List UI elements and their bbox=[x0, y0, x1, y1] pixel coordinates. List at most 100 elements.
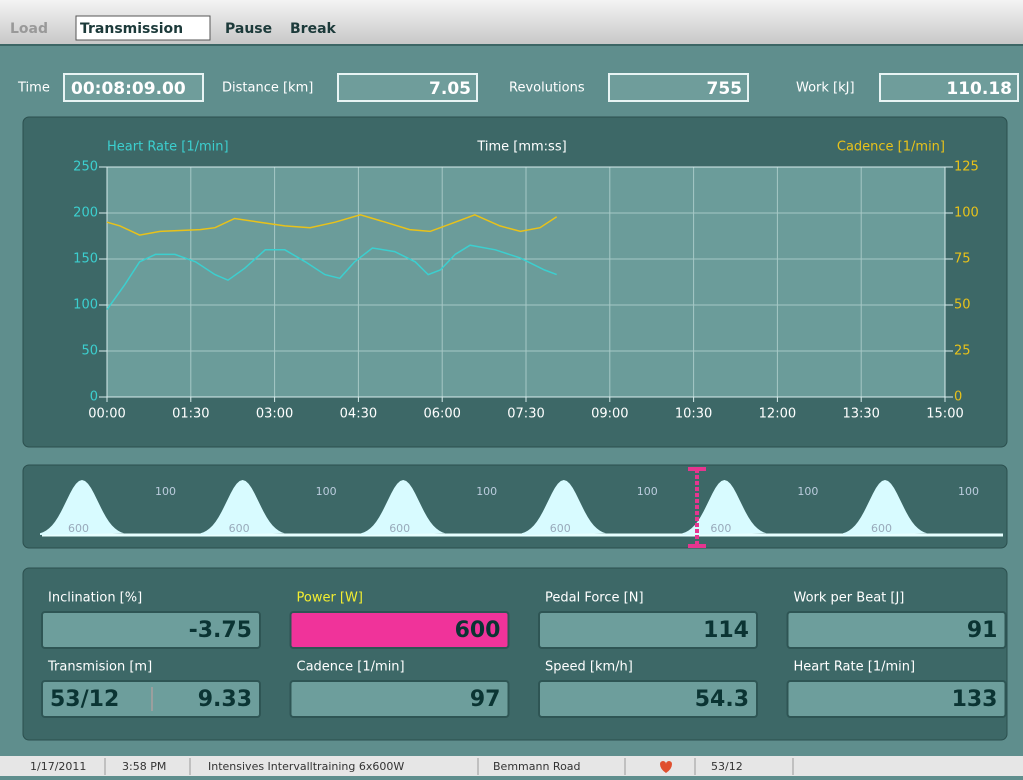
interval-power: 600 bbox=[229, 522, 250, 535]
gauge-box bbox=[538, 611, 758, 649]
gauge-box bbox=[786, 611, 1007, 649]
interval-power: 600 bbox=[871, 522, 892, 535]
field-box bbox=[337, 73, 478, 102]
y2-tick-label: 50 bbox=[954, 298, 971, 313]
y-tick-label: 200 bbox=[73, 206, 98, 221]
field-value: 755 bbox=[707, 79, 743, 99]
field-value: 7.05 bbox=[429, 79, 471, 99]
x-tick-label: 10:30 bbox=[675, 407, 712, 422]
interval-power: 600 bbox=[710, 522, 731, 535]
y2-tick-label: 25 bbox=[954, 344, 971, 359]
x-tick-label: 13:30 bbox=[842, 407, 879, 422]
x-tick-label: 03:00 bbox=[256, 407, 293, 422]
x-tick-label: 04:30 bbox=[340, 407, 377, 422]
x-tick-label: 01:30 bbox=[172, 407, 209, 422]
status-text: Bemmann Road bbox=[493, 760, 581, 773]
field-box bbox=[608, 73, 749, 102]
gauge-box bbox=[538, 680, 758, 718]
interval-power: 600 bbox=[68, 522, 89, 535]
x-tick-label: 09:00 bbox=[591, 407, 628, 422]
y-tick-label: 0 bbox=[90, 390, 98, 405]
field-value: 00:08:09.00 bbox=[71, 79, 186, 99]
gauge-box bbox=[289, 611, 510, 649]
gauge-box bbox=[41, 680, 261, 718]
y2-tick-label: 0 bbox=[954, 390, 962, 405]
gauge-value: 91 bbox=[967, 618, 998, 643]
gauge-label: Cadence [1/min] bbox=[297, 660, 405, 675]
y-tick-label: 50 bbox=[81, 344, 98, 359]
tab-selected bbox=[75, 15, 211, 41]
interval-rest: 100 bbox=[155, 485, 176, 498]
gauge-label: Heart Rate [1/min] bbox=[794, 660, 916, 675]
gauge-box bbox=[786, 680, 1007, 718]
tab[interactable]: Transmission bbox=[80, 21, 183, 37]
gauge-panel bbox=[22, 567, 1008, 741]
status-text: 3:58 PM bbox=[122, 760, 166, 773]
y2-tick-label: 75 bbox=[954, 252, 971, 267]
gauge-value: 9.33 bbox=[198, 687, 252, 712]
gauge-value: 97 bbox=[470, 687, 501, 712]
field-label: Distance [km] bbox=[222, 81, 313, 96]
interval-hill bbox=[682, 480, 767, 535]
interval-hill bbox=[40, 480, 124, 535]
status-text: 1/17/2011 bbox=[30, 760, 86, 773]
x-tick-label: 12:00 bbox=[759, 407, 796, 422]
field-value: 110.18 bbox=[946, 79, 1012, 99]
y-tick-label: 250 bbox=[73, 160, 98, 175]
interval-rest: 100 bbox=[476, 485, 497, 498]
gauge-value: 600 bbox=[455, 618, 501, 643]
tab[interactable]: Load bbox=[10, 21, 48, 37]
x-tick-label: 15:00 bbox=[926, 407, 963, 422]
gauge-label: Transmision [m] bbox=[47, 660, 152, 675]
field-box bbox=[879, 73, 1019, 102]
y2-tick-label: 125 bbox=[954, 160, 979, 175]
interval-power: 600 bbox=[389, 522, 410, 535]
interval-rest: 100 bbox=[958, 485, 979, 498]
x-tick-label: 07:30 bbox=[507, 407, 544, 422]
line-series bbox=[106, 244, 557, 311]
gauge-label: Work per Beat [J] bbox=[794, 591, 905, 606]
gauge-label: Inclination [%] bbox=[48, 591, 142, 606]
y-tick-label: 150 bbox=[73, 252, 98, 267]
interval-rest: 100 bbox=[316, 485, 337, 498]
x-tick-label: 00:00 bbox=[88, 407, 125, 422]
x-axis-label: Time [mm:ss] bbox=[476, 140, 566, 155]
interval-hill bbox=[843, 480, 927, 535]
gauge-value: 114 bbox=[703, 618, 749, 643]
field-label: Work [kJ] bbox=[796, 81, 855, 96]
gauge-box bbox=[41, 611, 261, 649]
plot-border bbox=[106, 166, 946, 398]
heart-icon bbox=[660, 761, 672, 773]
gauge-label: Speed [km/h] bbox=[545, 660, 633, 675]
status-text: 53/12 bbox=[711, 760, 743, 773]
field-label: Revolutions bbox=[509, 81, 585, 96]
tab[interactable]: Break bbox=[290, 21, 337, 37]
y-tick-label: 100 bbox=[73, 298, 98, 313]
interval-hill bbox=[200, 480, 285, 535]
y-axis-label: Heart Rate [1/min] bbox=[107, 140, 229, 155]
gauge-value: -3.75 bbox=[189, 618, 252, 643]
field-label: Time bbox=[17, 81, 50, 96]
field-box bbox=[63, 73, 204, 102]
x-tick-label: 06:00 bbox=[423, 407, 460, 422]
interval-hill bbox=[521, 480, 606, 535]
gauge-value: 54.3 bbox=[695, 687, 749, 712]
line-series bbox=[106, 213, 558, 236]
tab[interactable]: Pause bbox=[225, 21, 272, 37]
y2-tick-label: 100 bbox=[954, 206, 979, 221]
gauge-label: Pedal Force [N] bbox=[545, 591, 644, 606]
interval-rest: 100 bbox=[797, 485, 818, 498]
y2-axis-label: Cadence [1/min] bbox=[837, 140, 945, 155]
gauge-box bbox=[289, 680, 510, 718]
gauge-label: Power [W] bbox=[297, 591, 363, 606]
status-bar bbox=[0, 756, 1023, 776]
status-text: Intensives Intervalltraining 6x600W bbox=[208, 760, 404, 773]
gauge-value: 133 bbox=[952, 687, 998, 712]
interval-rest: 100 bbox=[637, 485, 658, 498]
interval-hill bbox=[361, 480, 446, 535]
tab-bar-border bbox=[0, 44, 1023, 46]
gauge-value: 53/12 bbox=[50, 687, 119, 712]
interval-power: 600 bbox=[550, 522, 571, 535]
